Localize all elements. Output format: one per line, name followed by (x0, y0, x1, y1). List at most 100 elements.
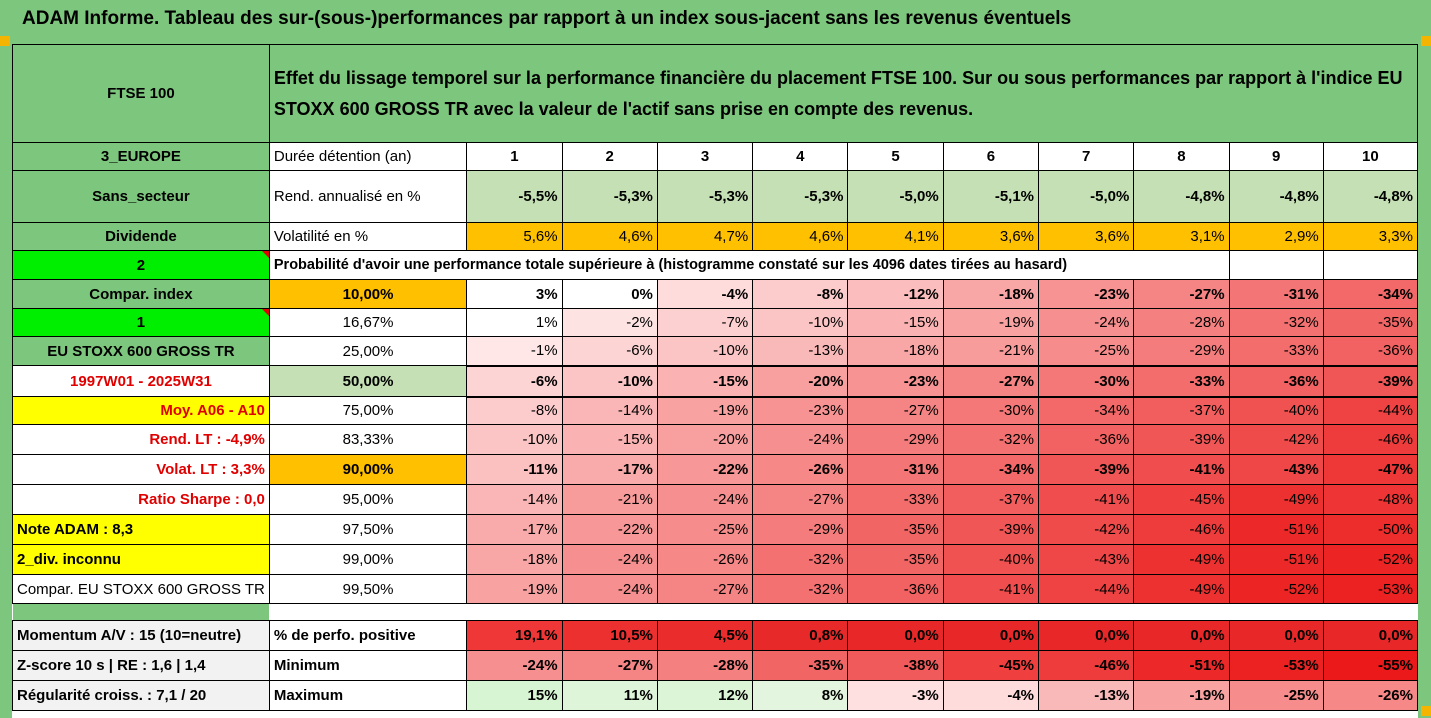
dividend-status: 2_div. inconnu (12, 544, 270, 575)
percentile-cell: -14% (466, 484, 563, 515)
zscore-label: Z-score 10 s | RE : 1,6 | 1,4 (12, 650, 270, 681)
percentile-cell: -10% (752, 308, 849, 337)
maximum-cell: -26% (1322, 680, 1419, 711)
comparison-label: Compar. EU STOXX 600 GROSS TR (12, 574, 270, 604)
percentile-cell: -28% (1133, 308, 1230, 337)
percentile-cell: -37% (1133, 396, 1230, 425)
percentile-cell: -34% (1038, 396, 1135, 425)
year-header: 9 (1228, 142, 1324, 171)
percentile-cell: -27% (1133, 279, 1230, 309)
positive-perf-cell: 4,5% (656, 620, 754, 651)
minimum-cell: -35% (752, 650, 849, 681)
report-frame: FTSE 100 Effet du lissage temporel sur l… (12, 44, 1419, 718)
percentile-cell: -20% (752, 364, 849, 398)
percentile-cell: -14% (561, 396, 658, 425)
percentile-cell: -47% (1322, 454, 1419, 485)
period-label: 1997W01 - 2025W31 (12, 365, 270, 397)
percentile-cell: -27% (847, 396, 944, 425)
percentile-cell: -8% (752, 279, 849, 309)
return-cell: -5,3% (656, 170, 754, 223)
percentile-cell: -29% (847, 424, 944, 455)
percentile-cell: -21% (942, 336, 1040, 366)
percentile-cell: -25% (1038, 336, 1135, 366)
percentile-cell: -39% (1038, 454, 1135, 485)
minimum-cell: -28% (656, 650, 754, 681)
percentile-cell: -43% (1038, 544, 1135, 575)
percentile-cell: -41% (942, 574, 1040, 604)
percentile-cell: -19% (942, 308, 1040, 337)
percentile-cell: -18% (466, 544, 563, 575)
percentile-cell: -6% (561, 336, 658, 366)
percentile-cell: -35% (1322, 308, 1419, 337)
minimum-cell: -24% (466, 650, 563, 681)
year-header: 10 (1322, 142, 1419, 171)
average-label: Moy. A06 - A10 (12, 396, 270, 425)
long-term-volatility: Volat. LT : 3,3% (12, 454, 270, 485)
percentile-label: 16,67% (268, 308, 468, 337)
percentile-label: 97,50% (268, 514, 468, 545)
volatility-cell: 4,1% (847, 222, 944, 251)
percentile-cell: -17% (466, 514, 563, 545)
return-cell: -5,3% (561, 170, 658, 223)
maximum-cell: 12% (656, 680, 754, 711)
percentile-cell: -15% (847, 308, 944, 337)
maximum-cell: -25% (1228, 680, 1324, 711)
return-cell: -5,3% (752, 170, 849, 223)
volatility-label: Volatilité en % (268, 222, 468, 251)
return-cell: -4,8% (1133, 170, 1230, 223)
percentile-cell: -6% (466, 364, 563, 398)
percentile-cell: -24% (752, 424, 849, 455)
volatility-cell: 3,1% (1133, 222, 1230, 251)
minimum-cell: -55% (1322, 650, 1419, 681)
percentile-cell: -51% (1228, 514, 1324, 545)
percentile-cell: -42% (1038, 514, 1135, 545)
percentile-cell: -46% (1133, 514, 1230, 545)
percentile-label: 10,00% (268, 279, 468, 309)
corner-marker (0, 36, 10, 46)
percentile-label: 25,00% (268, 336, 468, 366)
percentile-cell: -10% (466, 424, 563, 455)
maximum-cell: -19% (1133, 680, 1230, 711)
maximum-cell: 15% (466, 680, 563, 711)
return-cell: -5,5% (466, 170, 563, 223)
percentile-cell: -24% (561, 574, 658, 604)
minimum-cell: -53% (1228, 650, 1324, 681)
percentile-cell: -24% (656, 484, 754, 515)
percentile-cell: -17% (561, 454, 658, 485)
corner-marker (1421, 36, 1431, 46)
duration-label: Durée détention (an) (268, 142, 468, 171)
percentile-cell: -32% (1228, 308, 1324, 337)
percentile-cell: -18% (847, 336, 944, 366)
sector-label: Sans_secteur (12, 170, 270, 223)
positive-perf-cell: 0,0% (942, 620, 1040, 651)
percentile-cell: -50% (1322, 514, 1419, 545)
percentile-cell: -51% (1228, 544, 1324, 575)
maximum-cell: -4% (942, 680, 1040, 711)
percentile-cell: -39% (1322, 364, 1419, 398)
percentile-cell: -22% (656, 454, 754, 485)
percentile-cell: -34% (942, 454, 1040, 485)
percentile-cell: -40% (942, 544, 1040, 575)
percentile-cell: -36% (1322, 336, 1419, 366)
percentile-cell: -10% (561, 364, 658, 398)
volatility-cell: 2,9% (1228, 222, 1324, 251)
percentile-cell: -32% (942, 424, 1040, 455)
region-label: 3_EUROPE (12, 142, 270, 171)
year-header: 5 (847, 142, 944, 171)
year-header: 4 (752, 142, 849, 171)
momentum-row-label: % de perfo. positive (268, 620, 468, 651)
year-header: 2 (561, 142, 658, 171)
percentile-cell: 1% (466, 308, 563, 337)
percentile-cell: 0% (561, 279, 658, 309)
percentile-cell: -12% (847, 279, 944, 309)
sharpe-ratio: Ratio Sharpe : 0,0 (12, 484, 270, 515)
minimum-cell: -27% (561, 650, 658, 681)
percentile-cell: -49% (1228, 484, 1324, 515)
percentile-cell: -26% (752, 454, 849, 485)
positive-perf-cell: 19,1% (466, 620, 563, 651)
page-title: ADAM Informe. Tableau des sur-(sous-)per… (0, 0, 1431, 36)
percentile-cell: -27% (752, 484, 849, 515)
return-cell: -5,0% (1038, 170, 1135, 223)
percentile-cell: -33% (1228, 336, 1324, 366)
percentile-cell: -11% (466, 454, 563, 485)
